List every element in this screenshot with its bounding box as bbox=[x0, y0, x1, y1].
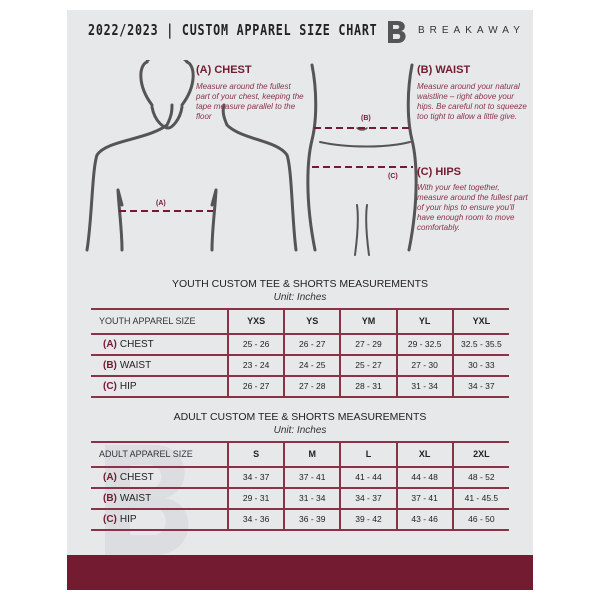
adult-size-table: ADULT APPAREL SIZE S M L XL 2XL (A) CHEST 34 - 3… bbox=[91, 441, 509, 531]
header-cell: M bbox=[283, 441, 341, 468]
table-row: (C) HIP 34 - 36 36 - 39 39 - 42 43 - 46 46 - 5… bbox=[91, 509, 509, 531]
table-row: (B) WAIST 29 - 31 31 - 34 34 - 37 37 - 41 41 -… bbox=[91, 488, 509, 510]
measurement-cell: 25 - 27 bbox=[339, 355, 397, 377]
hips-description: With your feet together, measure around … bbox=[417, 183, 528, 232]
waist-description: Measure around your natural waistline – … bbox=[417, 82, 527, 121]
header-cell: S bbox=[226, 441, 285, 468]
table-row: (C) HIP 26 - 27 27 - 28 28 - 31 31 - 34 34 - 3… bbox=[91, 376, 509, 398]
adult-table-title: ADULT CUSTOM TEE & SHORTS MEASUREMENTS bbox=[173, 411, 427, 423]
table-row: (A) CHEST 25 - 26 26 - 27 27 - 29 29 - 32.5 32… bbox=[91, 334, 509, 356]
page-title: 2022/2023 | CUSTOM APPAREL SIZE CHART bbox=[88, 21, 378, 39]
row-letter: (A) bbox=[103, 472, 117, 483]
row-letter: (B) bbox=[103, 493, 117, 504]
hips-heading: (C) HIPS bbox=[417, 166, 461, 178]
row-label: (A) CHEST bbox=[91, 467, 228, 489]
measurement-cell: 32.5 - 35.5 bbox=[451, 334, 509, 356]
measurement-cell: 27 - 28 bbox=[283, 376, 341, 398]
waist-marker: (B) bbox=[361, 115, 371, 122]
measurement-cell: 23 - 24 bbox=[226, 355, 285, 377]
measurement-cell: 27 - 29 bbox=[339, 334, 397, 356]
measurement-cell: 29 - 31 bbox=[226, 488, 285, 510]
measurement-cell: 41 - 45.5 bbox=[451, 488, 509, 510]
adult-unit: Unit: Inches bbox=[273, 425, 327, 436]
header-cell: YXS bbox=[226, 308, 285, 335]
measurement-cell: 37 - 41 bbox=[395, 488, 453, 510]
row-name: WAIST bbox=[119, 493, 152, 504]
footer-band bbox=[67, 555, 533, 590]
measurement-cell: 31 - 34 bbox=[283, 488, 341, 510]
measurement-cell: 30 - 33 bbox=[451, 355, 509, 377]
row-name: WAIST bbox=[119, 360, 152, 371]
youth-size-table: YOUTH APPAREL SIZE YXS YS YM YL YXL (A) CHEST 25… bbox=[91, 308, 509, 398]
row-letter: (B) bbox=[103, 360, 117, 371]
measurement-cell: 36 - 39 bbox=[283, 509, 341, 531]
chest-heading: (A) CHEST bbox=[196, 64, 252, 76]
measurement-cell: 41 - 44 bbox=[339, 467, 397, 489]
header-cell: 2XL bbox=[451, 441, 509, 468]
measurement-cell: 27 - 30 bbox=[395, 355, 453, 377]
measurement-cell: 34 - 37 bbox=[226, 467, 285, 489]
header-cell: XL bbox=[395, 441, 453, 468]
measurement-cell: 44 - 48 bbox=[395, 467, 453, 489]
measurement-cell: 34 - 36 bbox=[226, 509, 285, 531]
measurement-cell: 25 - 26 bbox=[226, 334, 285, 356]
measurement-cell: 39 - 42 bbox=[339, 509, 397, 531]
measurement-cell: 28 - 31 bbox=[339, 376, 397, 398]
measurement-cell: 29 - 32.5 bbox=[395, 334, 453, 356]
youth-table-title: YOUTH CUSTOM TEE & SHORTS MEASUREMENTS bbox=[171, 278, 429, 290]
chest-marker: (A) bbox=[156, 200, 166, 207]
hips-marker: (C) bbox=[388, 173, 398, 180]
header-cell: YXL bbox=[451, 308, 509, 335]
table-row: (B) WAIST 23 - 24 24 - 25 25 - 27 27 - 30 30 -… bbox=[91, 355, 509, 377]
brand-logo-icon bbox=[388, 21, 406, 43]
measurement-cell: 26 - 27 bbox=[226, 376, 285, 398]
body-figures-illustration bbox=[85, 60, 418, 256]
measurement-cell: 31 - 34 bbox=[395, 376, 453, 398]
measurement-cell: 43 - 46 bbox=[395, 509, 453, 531]
header-cell: YM bbox=[339, 308, 397, 335]
measurement-cell: 37 - 41 bbox=[283, 467, 341, 489]
measurement-cell: 46 - 50 bbox=[451, 509, 509, 531]
header-cell: YOUTH APPAREL SIZE bbox=[91, 308, 228, 335]
header-cell: YS bbox=[283, 308, 341, 335]
measurement-cell: 24 - 25 bbox=[283, 355, 341, 377]
table-row: (A) CHEST 34 - 37 37 - 41 41 - 44 44 - 48 48 -… bbox=[91, 467, 509, 489]
row-letter: (A) bbox=[103, 339, 117, 350]
row-label: (B) WAIST bbox=[91, 488, 228, 510]
row-letter: (C) bbox=[103, 514, 117, 525]
row-name: HIP bbox=[119, 381, 137, 392]
measurement-cell: 26 - 27 bbox=[283, 334, 341, 356]
row-label: (B) WAIST bbox=[91, 355, 228, 377]
measurement-cell: 34 - 37 bbox=[451, 376, 509, 398]
header-cell: L bbox=[339, 441, 397, 468]
measurement-cell: 48 - 52 bbox=[451, 467, 509, 489]
table-header-row: YOUTH APPAREL SIZE YXS YS YM YL YXL bbox=[91, 308, 509, 335]
table-header-row: ADULT APPAREL SIZE S M L XL 2XL bbox=[91, 441, 509, 468]
waist-heading: (B) WAIST bbox=[417, 64, 471, 76]
row-label: (C) HIP bbox=[91, 376, 228, 398]
row-letter: (C) bbox=[103, 381, 117, 392]
chest-description: Measure around the fullest part of your … bbox=[196, 82, 304, 121]
row-name: HIP bbox=[119, 514, 137, 525]
row-label: (C) HIP bbox=[91, 509, 228, 531]
measurement-cell: 34 - 37 bbox=[339, 488, 397, 510]
brand-name: BREAKAWAY bbox=[418, 25, 525, 36]
header-cell: YL bbox=[395, 308, 453, 335]
row-name: CHEST bbox=[119, 472, 154, 483]
header-cell: ADULT APPAREL SIZE bbox=[91, 441, 228, 468]
row-label: (A) CHEST bbox=[91, 334, 228, 356]
row-name: CHEST bbox=[119, 339, 154, 350]
youth-unit: Unit: Inches bbox=[273, 292, 327, 303]
